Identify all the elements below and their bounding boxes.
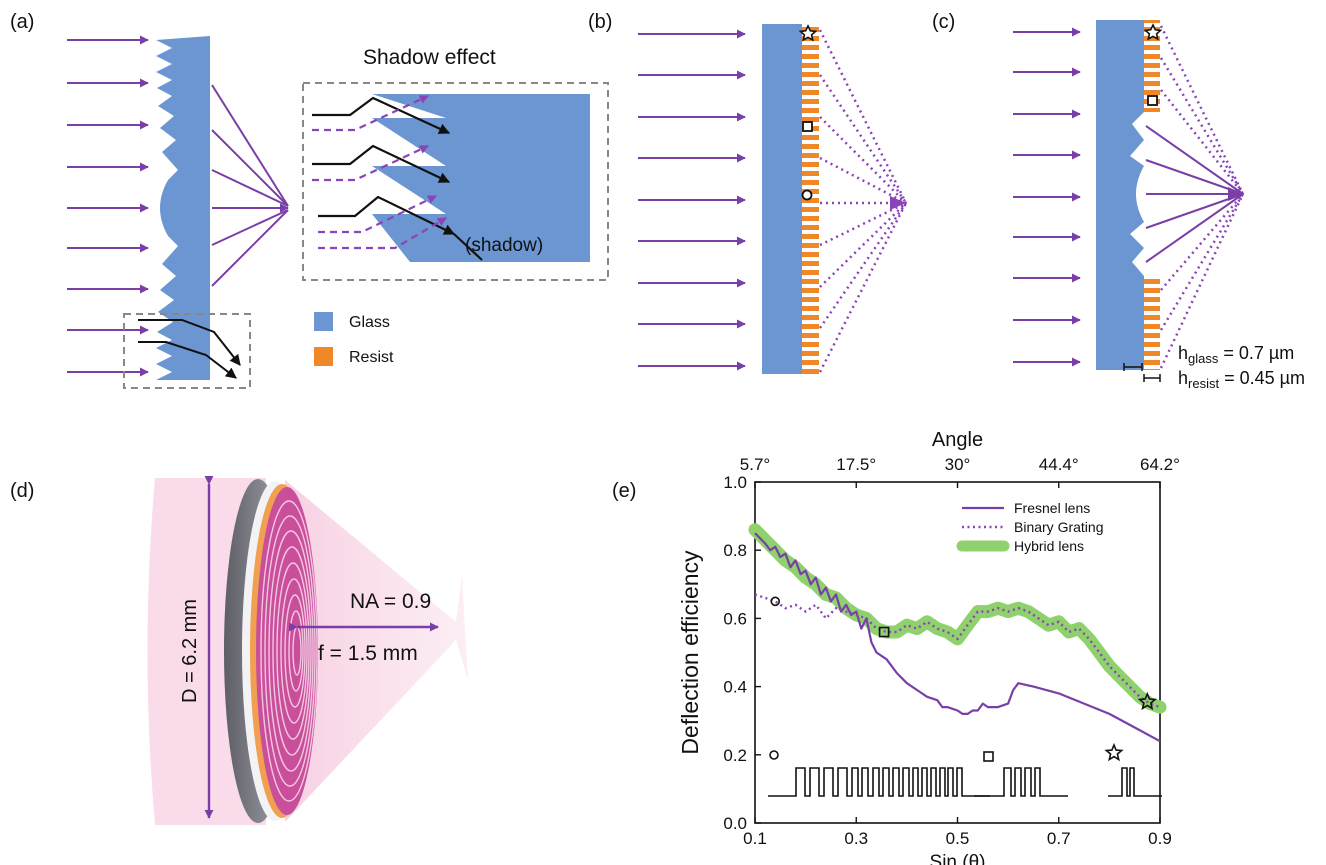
marker-circle-b	[801, 189, 813, 201]
panel-a: Shadow effect (shadow) Glass Resist	[67, 35, 609, 389]
x-tick-label: 0.9	[1148, 829, 1172, 848]
focusing-cone	[285, 480, 468, 822]
top-tick-label: 44.4°	[1039, 455, 1079, 474]
inset-marker-circle	[769, 750, 779, 760]
shadow-inset-box	[302, 82, 609, 281]
series-hybrid-lens	[748, 523, 1167, 714]
top-tick-label: 17.5°	[836, 455, 876, 474]
marker-square-b	[802, 121, 813, 132]
legend-entry: Fresnel lens	[1014, 500, 1090, 516]
y-tick-label: 0.8	[723, 541, 747, 560]
profile-low-angle	[768, 767, 990, 797]
focal-label: f = 1.5 mm	[318, 642, 418, 665]
panel-label-d: (d)	[10, 480, 34, 502]
marker-star-b	[798, 24, 818, 42]
panel-label-e: (e)	[612, 480, 636, 502]
height-dimension-marks	[1123, 363, 1161, 382]
top-axis-label: Angle	[932, 429, 983, 451]
y-tick-label: 0.2	[723, 746, 747, 765]
legend-entry: Binary Grating	[1014, 519, 1103, 535]
legend-entry: Hybrid lens	[1014, 538, 1084, 554]
hybrid-lens-glass	[1096, 20, 1144, 370]
y-tick-label: 0.0	[723, 814, 747, 833]
y-axis-label: Deflection efficiency	[677, 550, 703, 755]
fresnel-lens-glass	[156, 36, 210, 380]
panel-c: hglass = 0.7 µm hresist = 0.45 µm	[1013, 20, 1305, 391]
panel-b	[638, 24, 908, 374]
panel-label-b: (b)	[588, 11, 612, 33]
top-tick-label: 5.7°	[740, 455, 770, 474]
x-axis-label: Sin (θ)	[930, 852, 986, 865]
inset-marker-star	[1104, 742, 1124, 762]
diameter-label: D = 6.2 mm	[179, 599, 201, 703]
x-tick-label: 0.1	[743, 829, 767, 848]
legend-resist-swatch	[314, 347, 333, 366]
profile-mid-angle	[974, 767, 1068, 797]
diffracted-rays-b	[818, 29, 908, 373]
marker-star-c	[1143, 23, 1163, 41]
y-tick-label: 1.0	[723, 473, 747, 492]
curve-marker-square	[878, 626, 890, 638]
panel-label-a: (a)	[10, 11, 34, 33]
resist-grating-top-c	[1144, 20, 1160, 112]
shadow-region-box	[123, 313, 251, 389]
focused-rays-a	[211, 84, 289, 287]
panel-label-c: (c)	[932, 11, 955, 33]
profile-high-angle	[1108, 767, 1162, 797]
incident-rays-c	[1013, 27, 1081, 367]
solid-rays-c	[1145, 125, 1244, 263]
legend-glass-swatch	[314, 312, 333, 331]
incident-rays-b	[638, 29, 746, 371]
top-tick-label: 30°	[945, 455, 971, 474]
x-tick-label: 0.5	[946, 829, 970, 848]
top-tick-label: 64.2°	[1140, 455, 1180, 474]
incident-rays-a	[67, 35, 149, 377]
fresnel-rings-d	[260, 500, 318, 802]
curve-marker-circle	[770, 596, 781, 607]
y-tick-label: 0.6	[723, 609, 747, 628]
shadow-effect-title: Shadow effect	[363, 46, 496, 69]
shadow-rays-a	[138, 319, 241, 379]
resist-grating-bottom-c	[1144, 276, 1160, 370]
h-resist-text: hresist = 0.45 µm	[1178, 368, 1305, 391]
legend-glass-label: Glass	[349, 314, 390, 331]
lens-disc-front	[256, 487, 318, 815]
panel-d: D = 6.2 mm NA = 0.9 f = 1.5 mm	[147, 475, 468, 825]
h-glass-text: hglass = 0.7 µm	[1178, 343, 1294, 366]
inset-rays	[312, 95, 483, 261]
marker-square-c	[1147, 95, 1158, 106]
dotted-rays-c	[1159, 25, 1245, 369]
shadow-label: (shadow)	[465, 235, 543, 256]
grating-profile-insets	[768, 750, 1162, 797]
curve-marker-star	[1137, 691, 1157, 711]
na-label: NA = 0.9	[350, 590, 431, 613]
inset-marker-square	[983, 751, 994, 762]
series-binary-grating	[754, 593, 1161, 709]
series-fresnel-lens	[754, 532, 1161, 743]
legend-resist-label: Resist	[349, 349, 394, 366]
x-tick-label: 0.7	[1047, 829, 1071, 848]
efficiency-chart: 0.1 0.3 0.5 0.7 0.9 0.0 0.2 0.4 0.6 0.8 1.05.7° 17.…	[677, 429, 1180, 865]
y-tick-label: 0.4	[723, 678, 747, 697]
substrate-glass-b	[762, 24, 802, 374]
x-tick-label: 0.3	[844, 829, 868, 848]
